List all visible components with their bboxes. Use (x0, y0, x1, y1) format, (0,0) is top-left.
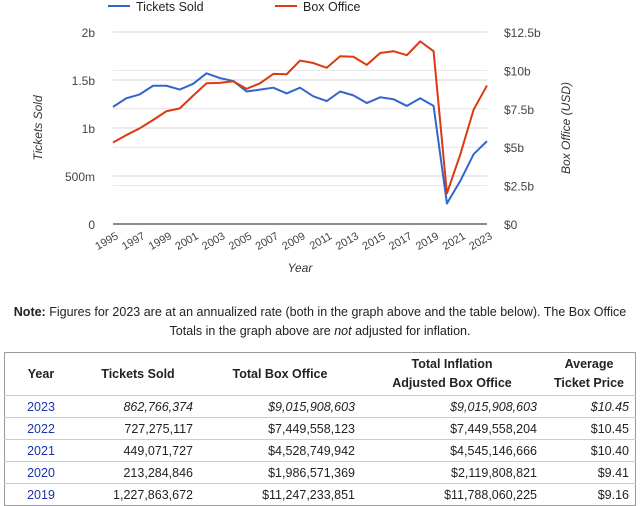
inflation-adjusted-box-office: $4,545,146,666 (361, 439, 543, 462)
x-tick-label: 1995 (93, 230, 120, 253)
x-tick-label: 1999 (147, 230, 174, 253)
inflation-adjusted-box-office: $11,788,060,225 (361, 483, 543, 506)
x-tick-label: 2001 (173, 230, 200, 253)
header-line: Adjusted Box Office (392, 376, 512, 390)
right-tick-label: $2.5b (504, 180, 534, 194)
x-tick-label: 2021 (441, 230, 468, 253)
header-total-box-office: Total Box Office (232, 366, 328, 381)
x-tick-label: 2011 (308, 230, 334, 252)
tickets-sold: 213,284,846 (77, 461, 199, 484)
header-line: Ticket Price (554, 376, 624, 390)
header-tickets-sold: Tickets Sold (101, 366, 175, 381)
x-tick-label: 2005 (227, 230, 254, 253)
table-row: 2020 213,284,846 $1,986,571,369 $2,119,808,… (4, 461, 636, 484)
tickets-sold: 727,275,117 (77, 417, 199, 440)
total-box-office: $4,528,749,942 (199, 439, 361, 462)
x-tick-label: 2003 (200, 230, 227, 253)
legend-label: Box Office (303, 0, 360, 14)
x-tick-label: 1997 (120, 230, 147, 253)
inflation-adjusted-box-office: $9,015,908,603 (361, 395, 543, 418)
x-tick-label: 2009 (280, 230, 307, 253)
inflation-adjusted-box-office: $7,449,558,204 (361, 417, 543, 440)
left-tick-label: 2b (82, 26, 96, 40)
note-text: Figures for 2023 are at an annualized ra… (45, 305, 627, 338)
left-tick-label: 1.5b (72, 74, 96, 88)
line-chart: 0 500m 1b 1.5b 2b $0 $2.5b $5b $7.5b $10b $12.5b 19… (31, 0, 573, 275)
year-link[interactable]: 2020 (4, 461, 77, 484)
legend-label: Tickets Sold (136, 0, 204, 14)
box-office-line (112, 40, 488, 195)
left-tick-label: 1b (82, 122, 96, 136)
right-tick-label: $0 (504, 218, 518, 232)
x-tick-label: 2019 (414, 230, 441, 253)
table-row: 2023 862,766,374 $9,015,908,603 $9,015,908,… (4, 395, 636, 418)
note-text-end: adjusted for inflation. (351, 324, 471, 338)
year-link[interactable]: 2019 (4, 483, 77, 506)
note-label: Note: (13, 305, 46, 319)
table-row: 2021 449,071,727 $4,528,749,942 $4,545,146,… (4, 439, 636, 462)
header-average-price: Average Ticket Price (543, 353, 636, 396)
average-ticket-price: $10.45 (543, 395, 636, 418)
table-header-row: Year Tickets Sold Total Box Office Total… (5, 353, 636, 396)
note-emphasis: not (334, 324, 352, 338)
table-row: 2022 727,275,117 $7,449,558,123 $7,449,558,… (4, 417, 636, 440)
inflation-adjusted-box-office: $2,119,808,821 (361, 461, 543, 484)
total-box-office: $9,015,908,603 (199, 395, 361, 418)
left-tick-label: 500m (65, 170, 95, 184)
year-link[interactable]: 2021 (4, 439, 77, 462)
tickets-sold: 862,766,374 (77, 395, 199, 418)
table-row: 2019 1,227,863,672 $11,247,233,851 $11,788,… (4, 483, 636, 506)
x-tick-label: 2007 (254, 230, 281, 253)
tickets-sold: 449,071,727 (77, 439, 199, 462)
left-axis-title: Tickets Sold (31, 95, 45, 161)
tickets-sold: 1,227,863,672 (77, 483, 199, 506)
average-ticket-price: $9.16 (543, 483, 636, 506)
total-box-office: $1,986,571,369 (199, 461, 361, 484)
x-tick-label: 2015 (360, 230, 387, 253)
chart-note: Note: Figures for 2023 are at an annuali… (10, 303, 630, 341)
total-box-office: $11,247,233,851 (199, 483, 361, 506)
average-ticket-price: $9.41 (543, 461, 636, 484)
total-box-office: $7,449,558,123 (199, 417, 361, 440)
x-tick-label: 2023 (467, 230, 494, 253)
header-inflation-adjusted: Total Inflation Adjusted Box Office (361, 353, 543, 396)
average-ticket-price: $10.40 (543, 439, 636, 462)
header-year: Year (27, 366, 55, 381)
box-office-table: Year Tickets Sold Total Box Office Total… (4, 352, 636, 506)
x-tick-label: 2013 (334, 230, 361, 253)
right-tick-label: $12.5b (504, 26, 541, 40)
left-tick-label: 0 (88, 218, 95, 232)
x-axis-title: Year (288, 261, 314, 275)
year-link[interactable]: 2022 (4, 417, 77, 440)
right-axis-title: Box Office (USD) (559, 82, 573, 174)
header-line: Average (564, 357, 614, 371)
x-tick-label: 2017 (387, 230, 414, 253)
right-tick-label: $10b (504, 64, 531, 78)
tickets-sold-line (112, 72, 488, 205)
average-ticket-price: $10.45 (543, 417, 636, 440)
year-link[interactable]: 2023 (4, 395, 77, 418)
right-tick-label: $7.5b (504, 103, 534, 117)
header-line: Total Inflation (411, 357, 493, 371)
right-tick-label: $5b (504, 141, 524, 155)
